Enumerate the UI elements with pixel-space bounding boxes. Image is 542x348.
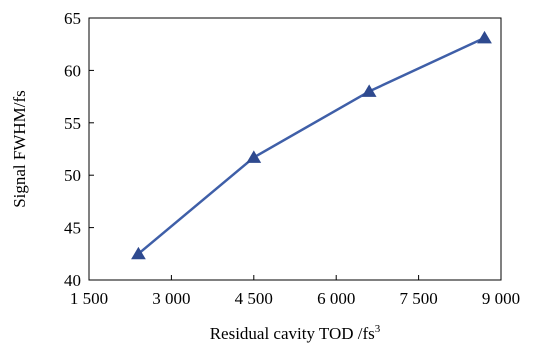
y-tick-label: 55	[64, 114, 81, 133]
y-axis-ticks: 40 45 50 55 60 65	[64, 9, 94, 290]
series-layer	[131, 30, 492, 260]
x-tick-label: 1 500	[70, 289, 108, 308]
x-tick-label: 6 000	[317, 289, 355, 308]
y-tick-label: 50	[64, 166, 81, 185]
x-axis-ticks: 1 500 3 000 4 500 6 000 7 500 9 000	[70, 275, 520, 308]
x-tick-label: 9 000	[482, 289, 520, 308]
x-tick-label: 4 500	[235, 289, 273, 308]
x-tick-label: 3 000	[152, 289, 190, 308]
x-axis-label-superscript: 3	[375, 323, 381, 335]
series-line	[137, 36, 486, 255]
data-point-marker	[477, 30, 492, 44]
plot-frame	[88, 17, 502, 281]
y-axis-label: Signal FWHM/fs	[10, 90, 29, 208]
y-tick-label: 45	[64, 219, 81, 238]
data-point-marker	[131, 246, 146, 260]
y-tick-label: 65	[64, 9, 81, 28]
x-axis-label-text: Residual cavity TOD /fs	[210, 324, 375, 343]
data-point-marker	[246, 150, 262, 163]
x-tick-label: 7 500	[399, 289, 437, 308]
x-axis-label: Residual cavity TOD /fs3	[210, 323, 381, 343]
y-tick-label: 60	[64, 61, 81, 80]
y-tick-label: 40	[64, 271, 81, 290]
data-point-marker	[361, 84, 377, 97]
